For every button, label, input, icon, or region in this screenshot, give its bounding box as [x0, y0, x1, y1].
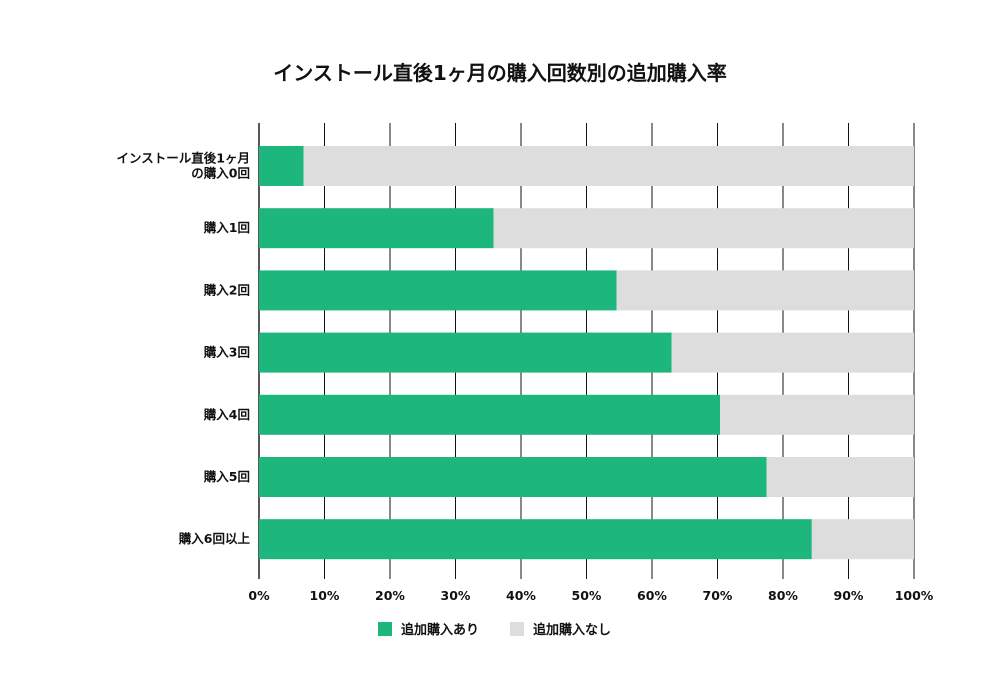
category-labels: インストール直後1ヶ月の購入0回購入1回購入2回購入3回購入4回購入5回購入6回… [117, 151, 251, 547]
category-label-0: インストール直後1ヶ月の購入0回 [117, 151, 250, 181]
legend-item-0: 追加購入あり [378, 622, 479, 638]
category-label-4-line-0: 購入4回 [203, 407, 250, 422]
legend: 追加購入あり 追加購入なし [378, 622, 611, 638]
bar-with-purchase-3 [259, 332, 672, 373]
x-tick-30: 30% [441, 588, 471, 603]
legend-label-0: 追加購入あり [401, 622, 479, 638]
x-tick-90: 90% [834, 588, 864, 603]
bar-without-purchase-5 [766, 457, 914, 497]
category-label-3: 購入3回 [203, 345, 250, 360]
x-tick-80: 80% [768, 588, 798, 603]
bar-without-purchase-6 [811, 519, 914, 560]
category-label-0-line-0: インストール直後1ヶ月 [117, 151, 250, 166]
x-tick-20: 20% [375, 588, 405, 603]
bar-with-purchase-2 [259, 270, 617, 311]
x-tick-70: 70% [703, 588, 733, 603]
category-label-1-line-0: 購入1回 [203, 220, 250, 235]
chart-title: インストール直後1ヶ月の購入回数別の追加購入率 [273, 61, 727, 85]
category-label-2: 購入2回 [203, 282, 250, 297]
category-label-4: 購入4回 [203, 407, 250, 422]
bar-without-purchase-0 [303, 146, 914, 186]
bar-with-purchase-4 [259, 394, 721, 435]
category-label-6-line-0: 購入6回以上 [178, 531, 251, 546]
category-label-0-line-1: の購入0回 [191, 166, 250, 181]
category-label-5-line-0: 購入5回 [203, 469, 250, 484]
x-tick-labels: 0% 10% 20% 30% 40% 50% 60% 70% 80% 90% 100% [248, 588, 933, 603]
x-tick-40: 40% [506, 588, 536, 603]
x-tick-100: 100% [895, 588, 934, 603]
category-label-1: 購入1回 [203, 220, 250, 235]
bars-layer [259, 146, 914, 560]
legend-item-1: 追加購入なし [510, 622, 611, 638]
legend-swatch-1 [510, 622, 524, 636]
x-tick-50: 50% [572, 588, 602, 603]
bar-with-purchase-0 [259, 146, 304, 186]
bar-without-purchase-4 [720, 394, 914, 435]
category-label-3-line-0: 購入3回 [203, 345, 250, 360]
x-tick-0: 0% [248, 588, 270, 603]
category-label-2-line-0: 購入2回 [203, 282, 250, 297]
bar-without-purchase-2 [616, 270, 914, 311]
x-tick-60: 60% [637, 588, 667, 603]
category-label-5: 購入5回 [203, 469, 250, 484]
bar-with-purchase-5 [259, 457, 767, 497]
category-label-6: 購入6回以上 [178, 531, 251, 546]
legend-swatch-0 [378, 622, 392, 636]
bar-without-purchase-3 [671, 332, 914, 373]
bar-with-purchase-1 [259, 208, 494, 249]
bar-without-purchase-1 [493, 208, 914, 249]
legend-label-1: 追加購入なし [533, 622, 611, 638]
bar-with-purchase-6 [259, 519, 812, 560]
x-tick-10: 10% [310, 588, 340, 603]
